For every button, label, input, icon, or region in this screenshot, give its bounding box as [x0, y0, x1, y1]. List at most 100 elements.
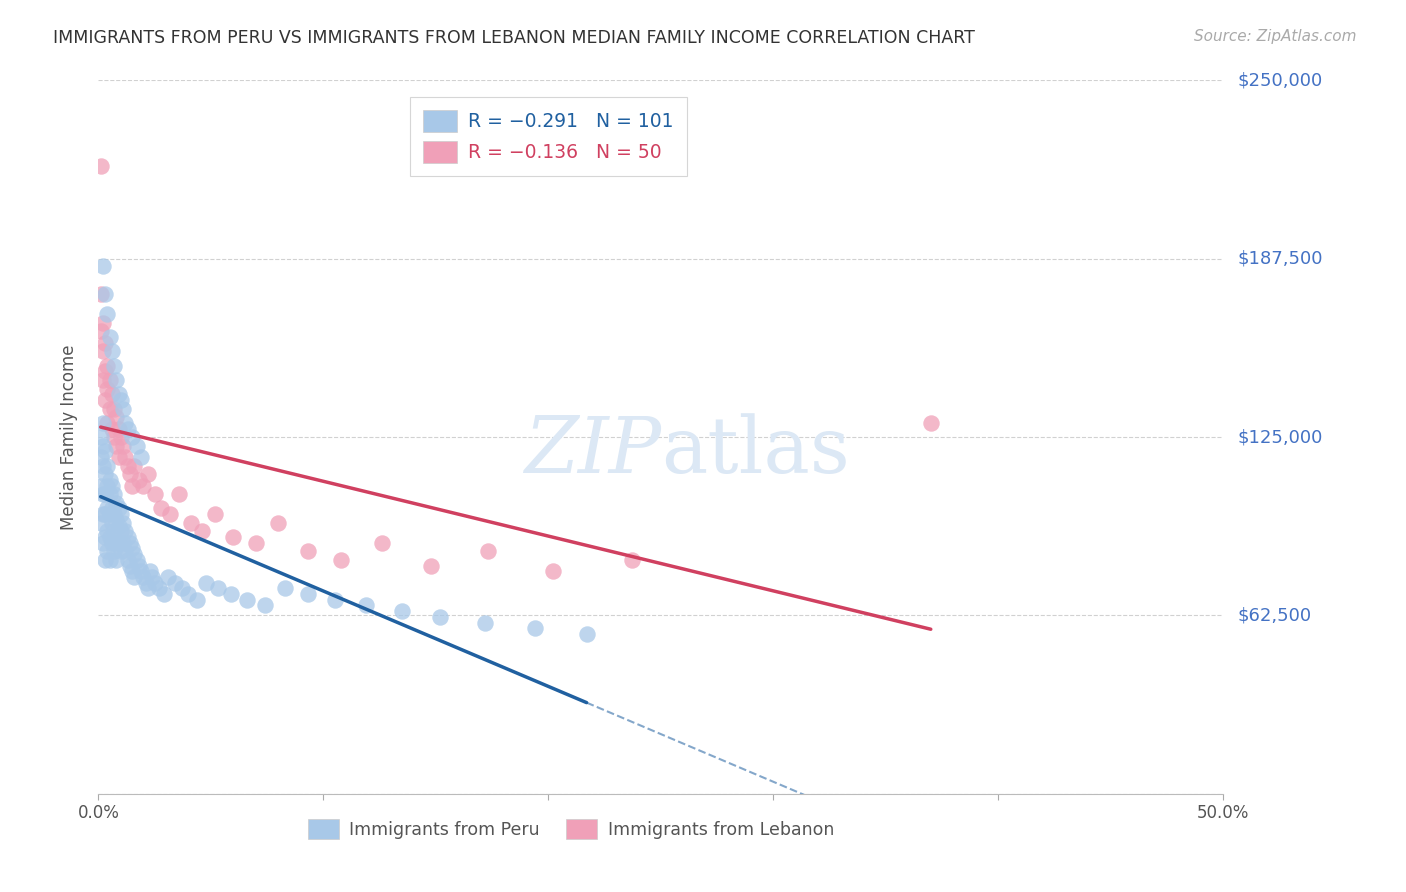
Point [96, 478, 118, 492]
Point [94, 392, 117, 407]
Point [148, 582, 170, 596]
Point [141, 570, 163, 584]
Point [105, 496, 128, 510]
Point [180, 516, 202, 530]
Point [101, 387, 124, 401]
Point [118, 467, 141, 482]
Text: $187,500: $187,500 [1237, 250, 1323, 268]
Point [110, 507, 132, 521]
Point [117, 421, 139, 435]
Point [121, 478, 143, 492]
Point [94, 467, 117, 482]
Point [121, 430, 143, 444]
Point [94, 287, 117, 301]
Point [195, 575, 218, 590]
Point [330, 553, 353, 567]
Point [90, 450, 112, 464]
Point [143, 487, 166, 501]
Point [98, 530, 121, 544]
Point [96, 416, 118, 430]
Point [114, 416, 136, 430]
Point [107, 421, 129, 435]
Point [191, 524, 214, 539]
Point [371, 535, 394, 549]
Point [152, 587, 174, 601]
Point [157, 570, 180, 584]
Point [135, 575, 157, 590]
Point [105, 439, 128, 453]
Point [170, 582, 193, 596]
Point [121, 541, 143, 556]
Point [101, 344, 124, 359]
Point [575, 627, 598, 641]
Text: Source: ZipAtlas.com: Source: ZipAtlas.com [1194, 29, 1357, 45]
Point [107, 501, 129, 516]
Text: $250,000: $250,000 [1237, 71, 1323, 89]
Point [118, 535, 141, 549]
Point [91, 535, 114, 549]
Point [541, 564, 564, 578]
Point [474, 615, 496, 630]
Point [477, 544, 499, 558]
Point [159, 507, 181, 521]
Point [91, 344, 114, 359]
Point [110, 524, 132, 539]
Point [204, 507, 226, 521]
Point [98, 487, 121, 501]
Point [98, 507, 121, 521]
Point [101, 535, 124, 549]
Text: atlas: atlas [661, 414, 849, 489]
Point [354, 599, 377, 613]
Point [91, 373, 114, 387]
Point [107, 518, 129, 533]
Point [101, 421, 124, 435]
Point [110, 430, 132, 444]
Point [125, 439, 148, 453]
Point [91, 487, 114, 501]
Point [105, 373, 128, 387]
Point [98, 330, 121, 344]
Point [103, 487, 125, 501]
Point [207, 582, 229, 596]
Point [112, 439, 135, 453]
Point [98, 553, 121, 567]
Point [323, 592, 346, 607]
Point [112, 401, 135, 416]
Point [125, 553, 148, 567]
Point [94, 553, 117, 567]
Point [91, 316, 114, 330]
Point [103, 359, 125, 373]
Point [139, 564, 162, 578]
Point [112, 535, 135, 549]
Point [107, 535, 129, 549]
Point [150, 501, 173, 516]
Y-axis label: Median Family Income: Median Family Income [59, 344, 77, 530]
Point [101, 516, 124, 530]
Point [90, 287, 112, 301]
Point [90, 516, 112, 530]
Text: ZIP: ZIP [523, 413, 661, 490]
Point [143, 575, 166, 590]
Point [101, 501, 124, 516]
Point [94, 335, 117, 350]
Point [124, 570, 146, 584]
Point [96, 501, 118, 516]
Point [267, 516, 290, 530]
Point [94, 364, 117, 378]
Point [429, 610, 451, 624]
Point [91, 458, 114, 473]
Point [112, 516, 135, 530]
Point [94, 530, 117, 544]
Point [420, 558, 443, 573]
Point [117, 458, 139, 473]
Point [124, 547, 146, 561]
Point [94, 487, 117, 501]
Point [136, 582, 159, 596]
Point [121, 564, 143, 578]
Point [90, 325, 112, 339]
Point [96, 382, 118, 396]
Point [129, 450, 152, 464]
Point [90, 159, 112, 173]
Point [96, 359, 118, 373]
Point [90, 478, 112, 492]
